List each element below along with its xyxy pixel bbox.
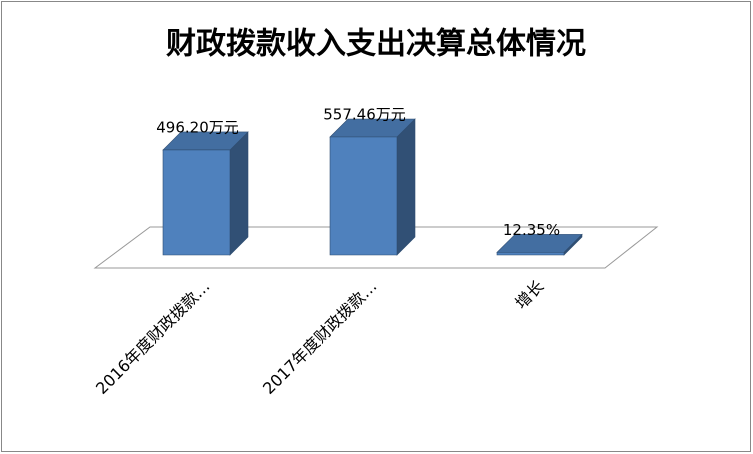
bar-side — [396, 118, 416, 256]
bar-front — [162, 149, 231, 256]
chart-title: 财政拨款收入支出决算总体情况 — [166, 27, 586, 62]
bar — [162, 131, 249, 256]
value-label: 496.20万元 — [156, 118, 239, 136]
bar — [329, 118, 416, 256]
value-label: 12.35% — [503, 221, 560, 239]
value-label: 557.46万元 — [323, 106, 406, 124]
bar-front — [329, 136, 398, 256]
bar-side — [229, 131, 249, 256]
bar-front — [496, 252, 565, 256]
bar — [496, 233, 583, 256]
